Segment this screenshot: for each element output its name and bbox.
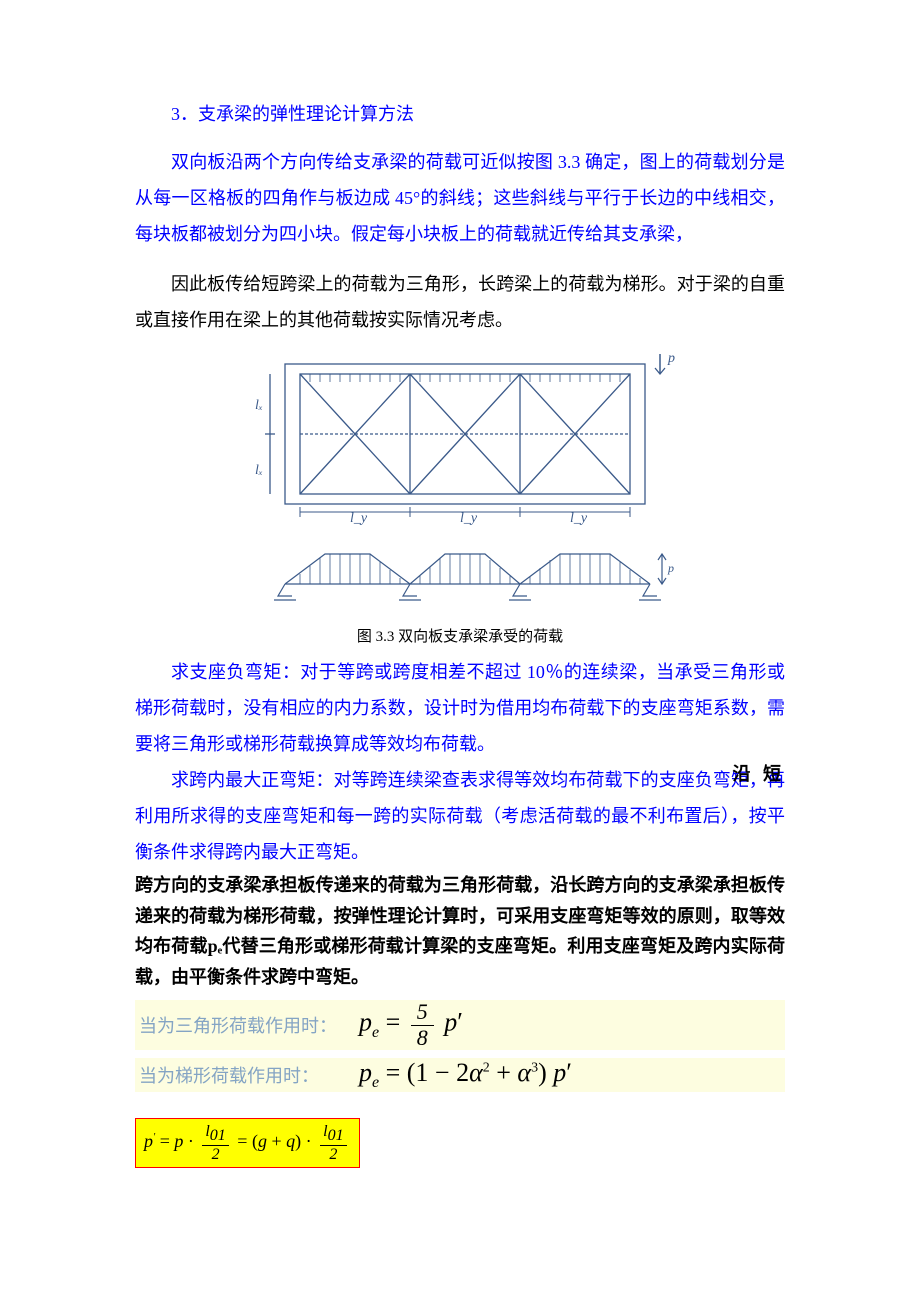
formula-trapezoid: 当为梯形荷载作用时： pe = (1 − 2α2 + α3) p′: [135, 1058, 785, 1092]
boxed-formula: p′ = p · l012 = (g + q) · l012: [135, 1118, 360, 1168]
svg-text:p: p: [667, 561, 674, 575]
paragraph-4: 求跨内最大正弯矩：对等跨连续梁查表求得等效均布荷载下的支座负弯矩，再利用所求得的…: [135, 762, 785, 870]
svg-text:l_y: l_y: [570, 511, 588, 526]
figure-caption: 图 3.3 双向板支承梁承受的荷载: [135, 625, 785, 646]
formula-label-1: 当为三角形荷载作用时：: [135, 1012, 359, 1038]
figure-3-3: lₓ lₓ l_y l_y l_y p: [135, 354, 785, 646]
figure-svg: lₓ lₓ l_y l_y l_y p: [230, 354, 690, 614]
formula-math-2: pe = (1 − 2α2 + α3) p′: [359, 1058, 572, 1092]
svg-text:p: p: [667, 354, 675, 366]
formula-math-1: pe = 58 p′: [359, 1000, 463, 1049]
paragraph-2: 因此板传给短跨梁上的荷载为三角形，长跨梁上的荷载为梯形。对于梁的自重或直接作用在…: [135, 266, 785, 338]
paragraph-3: 求支座负弯矩：对于等跨或跨度相差不超过 10％的连续梁，当承受三角形或梯形荷载时…: [135, 654, 785, 762]
short-label: 沿 短: [733, 760, 786, 786]
paragraph-bold: 跨方向的支承梁承担板传递来的荷载为三角形荷载，沿长跨方向的支承梁承担板传递来的荷…: [135, 870, 785, 992]
svg-text:lₓ: lₓ: [255, 463, 263, 478]
svg-text:l_y: l_y: [350, 511, 368, 526]
svg-text:l_y: l_y: [460, 511, 478, 526]
section-title: 3．支承梁的弹性理论计算方法: [135, 100, 785, 126]
formula-triangle: 当为三角形荷载作用时： pe = 58 p′: [135, 1000, 785, 1049]
svg-text:lₓ: lₓ: [255, 398, 263, 413]
formula-label-2: 当为梯形荷载作用时：: [135, 1062, 359, 1088]
paragraph-1: 双向板沿两个方向传给支承梁的荷载可近似按图 3.3 确定，图上的荷载划分是从每一…: [135, 144, 785, 252]
